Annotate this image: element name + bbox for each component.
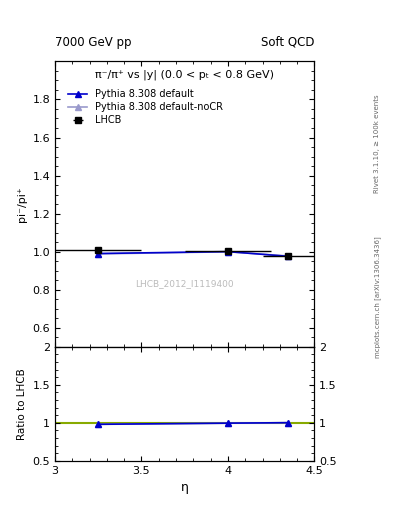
- Pythia 8.308 default: [96, 250, 101, 257]
- Line: Pythia 8.308 default: Pythia 8.308 default: [95, 248, 292, 260]
- Line: Pythia 8.308 default-noCR: Pythia 8.308 default-noCR: [95, 249, 292, 259]
- Text: π⁻/π⁺ vs |y| (0.0 < pₜ < 0.8 GeV): π⁻/π⁺ vs |y| (0.0 < pₜ < 0.8 GeV): [95, 70, 274, 80]
- Text: 7000 GeV pp: 7000 GeV pp: [55, 36, 132, 49]
- Text: Soft QCD: Soft QCD: [261, 36, 314, 49]
- Text: LHCB_2012_I1119400: LHCB_2012_I1119400: [136, 280, 234, 288]
- Pythia 8.308 default-noCR: [286, 253, 291, 259]
- Pythia 8.308 default-noCR: [96, 251, 101, 257]
- Legend: Pythia 8.308 default, Pythia 8.308 default-noCR, LHCB: Pythia 8.308 default, Pythia 8.308 defau…: [65, 86, 226, 128]
- Pythia 8.308 default: [286, 253, 291, 260]
- Y-axis label: pi⁻/pi⁺: pi⁻/pi⁺: [17, 186, 27, 222]
- Pythia 8.308 default: [226, 248, 230, 254]
- Text: mcplots.cern.ch [arXiv:1306.3436]: mcplots.cern.ch [arXiv:1306.3436]: [374, 236, 381, 358]
- Y-axis label: Ratio to LHCB: Ratio to LHCB: [17, 368, 27, 440]
- Pythia 8.308 default-noCR: [226, 249, 230, 255]
- X-axis label: η: η: [181, 481, 189, 494]
- Text: Rivet 3.1.10, ≥ 100k events: Rivet 3.1.10, ≥ 100k events: [374, 94, 380, 193]
